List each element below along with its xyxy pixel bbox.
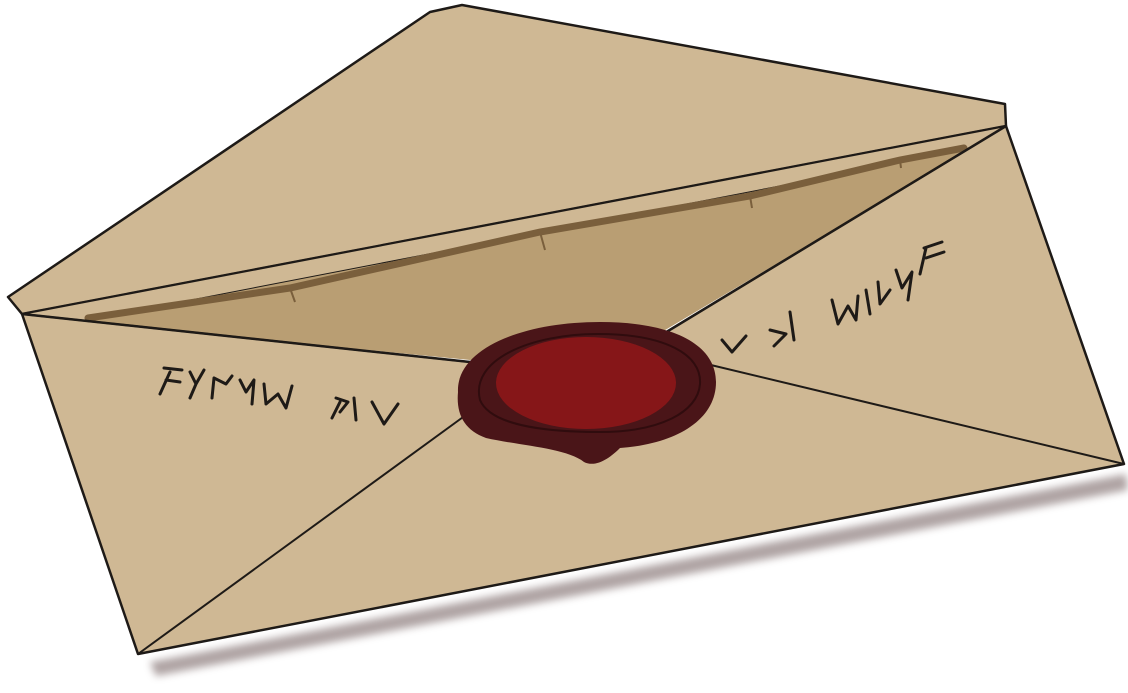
wax-seal-ridge: [477, 332, 702, 434]
envelope-right-fold-line: [639, 125, 1007, 349]
rune-glyph: [894, 268, 914, 302]
envelope-lower-left-fold-line: [137, 411, 471, 655]
runic-inscription-icon: [720, 240, 946, 354]
rune-glyph: [918, 240, 946, 276]
rune-glyph: [720, 334, 748, 354]
rune-glyph: [768, 310, 796, 348]
rune-glyph: [262, 382, 294, 410]
rune-glyph: [830, 294, 860, 326]
wax-seal-inner: [496, 337, 676, 429]
rune-glyph: [158, 366, 184, 396]
pocket-groove-line: [84, 144, 968, 322]
rune-glyph: [238, 378, 256, 406]
rune-glyph: [330, 396, 358, 422]
wax-seal-icon: [457, 322, 716, 464]
rune-glyph: [864, 280, 892, 316]
envelope-inner-lining: [80, 150, 968, 360]
envelope-lower-right-fold-line: [689, 359, 1125, 465]
runic-inscription-icon: [158, 366, 400, 426]
pocket-groove-tick: [289, 159, 902, 303]
rune-glyph: [188, 368, 206, 400]
rune-glyph: [370, 400, 400, 426]
rune-glyph: [210, 374, 234, 400]
envelope-shadow: [150, 474, 1128, 676]
envelope-left-fold-line: [21, 313, 471, 363]
